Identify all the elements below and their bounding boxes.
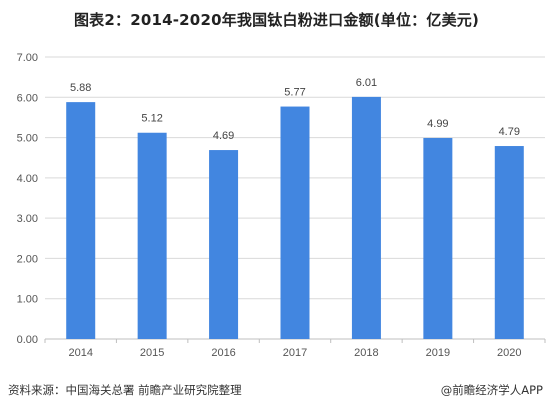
- y-tick-label: 4.00: [17, 173, 38, 185]
- data-label-2017: 5.77: [284, 87, 305, 99]
- bar-chart: 0.00 1.00 2.00 3.00 4.00 5.00 6.00 7.00 5.88 2014…: [17, 52, 546, 359]
- data-label-2015: 5.12: [141, 113, 162, 125]
- y-tick-label: 5.00: [17, 133, 38, 145]
- data-label-2020: 4.79: [499, 126, 520, 138]
- source-note: 资料来源：中国海关总署 前瞻产业研究院整理: [8, 383, 242, 397]
- y-tick-label: 1.00: [17, 294, 38, 306]
- x-tick-label-2015: 2015: [140, 347, 164, 359]
- chart-title: 图表2：2014-2020年我国钛白粉进口金额(单位：亿美元): [73, 11, 480, 29]
- y-tick-label: 3.00: [17, 213, 38, 225]
- bar-2016: [209, 150, 239, 339]
- bar-2019: [423, 137, 453, 339]
- y-tick-label: 7.00: [17, 52, 38, 64]
- x-tick-label-2018: 2018: [354, 347, 378, 359]
- x-tick-label-2014: 2014: [68, 347, 92, 359]
- bar-2015: [137, 132, 167, 339]
- brand-credit: @前瞻经济学人APP: [440, 383, 543, 397]
- x-tick-label-2020: 2020: [497, 347, 521, 359]
- bar-2020: [494, 146, 524, 339]
- y-tick-label: 6.00: [17, 92, 38, 104]
- x-tick-label-2016: 2016: [211, 347, 235, 359]
- bar-2018: [351, 96, 381, 339]
- data-label-2018: 6.01: [356, 77, 377, 89]
- bar-2017: [280, 106, 310, 340]
- data-label-2019: 4.99: [427, 118, 448, 130]
- y-tick-label: 0.00: [17, 334, 38, 346]
- y-tick-label: 2.00: [17, 253, 38, 265]
- data-label-2014: 5.88: [70, 82, 91, 94]
- bar-2014: [66, 102, 96, 340]
- x-tick-label-2017: 2017: [283, 347, 307, 359]
- data-label-2016: 4.69: [213, 130, 234, 142]
- x-tick-label-2019: 2019: [426, 347, 450, 359]
